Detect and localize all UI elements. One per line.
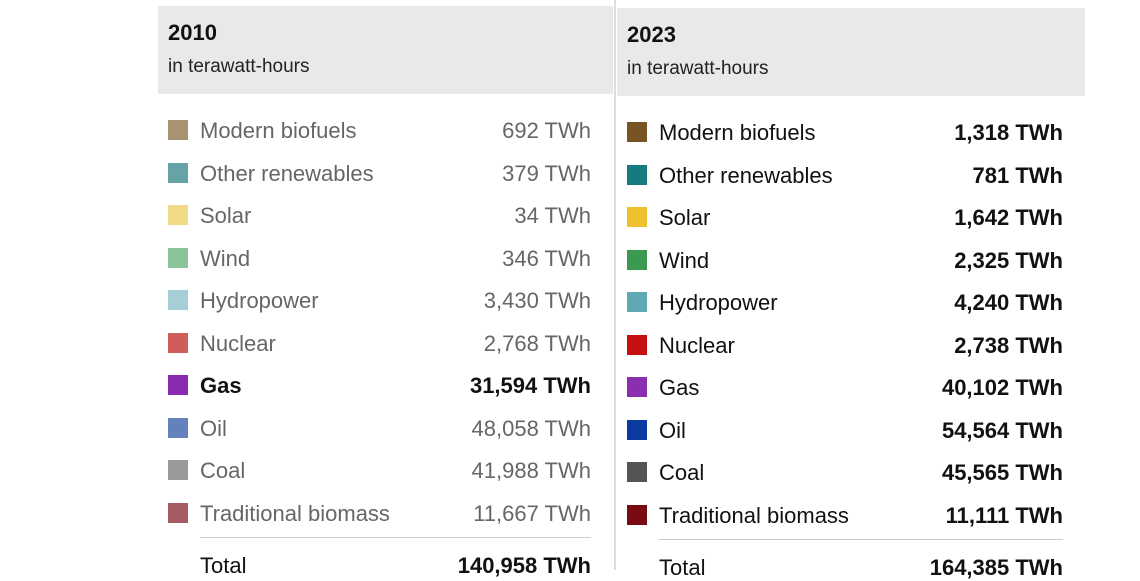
- row-value: 11,667 TWh: [473, 500, 591, 526]
- row-label: Hydropower: [659, 290, 778, 315]
- legend-swatch: [168, 162, 188, 183]
- legend-swatch: [627, 292, 647, 312]
- row-label: Coal: [659, 460, 705, 485]
- total-separator: [659, 539, 1063, 540]
- row-label: Oil: [659, 417, 686, 443]
- row-value: 40,102 TWh: [941, 375, 1063, 400]
- legend-swatch: [627, 419, 647, 440]
- legend-swatch: [168, 375, 188, 395]
- legend-swatch: [168, 290, 188, 310]
- legend-swatch: [627, 249, 647, 270]
- row-value: 41,988 TWh: [471, 458, 591, 483]
- row-label: Coal: [200, 458, 246, 483]
- row-label: Nuclear: [200, 330, 276, 356]
- legend-swatch: [627, 377, 647, 397]
- legend-swatch: [168, 120, 188, 140]
- total-separator: [200, 537, 591, 538]
- row-value: 31,594 TWh: [469, 373, 591, 398]
- row-value: 2,325 TWh: [954, 247, 1063, 273]
- row-label: Wind: [200, 245, 251, 271]
- row-value: 2,738 TWh: [954, 332, 1063, 358]
- row-label: Oil: [200, 415, 227, 441]
- total-label: Total: [200, 553, 247, 578]
- row-label: Nuclear: [659, 332, 735, 358]
- row-value: 54,564 TWh: [941, 417, 1063, 443]
- row-value: 379 TWh: [502, 160, 591, 186]
- legend-swatch: [627, 122, 647, 142]
- legend-swatch: [168, 417, 188, 438]
- legend-swatch: [627, 207, 647, 227]
- legend-swatch: [168, 247, 188, 268]
- total-value: 140,958 TWh: [457, 553, 591, 578]
- panel-header: 2010 in terawatt-hours: [158, 6, 613, 94]
- legend-swatch: [627, 462, 647, 482]
- row-value: 45,565 TWh: [941, 460, 1063, 485]
- panel-header: 2023 in terawatt-hours: [617, 8, 1085, 96]
- row-label: Wind: [659, 247, 710, 273]
- row-label: Traditional biomass: [200, 500, 390, 526]
- tooltip-panel: 2010 in terawatt-hours Modern biofuels 692 …: [158, 0, 613, 578]
- legend-swatch: [168, 332, 188, 353]
- row-label: Gas: [659, 375, 700, 400]
- panel-subtitle: in terawatt-hours: [168, 56, 310, 77]
- legend-swatch: [168, 502, 188, 523]
- tooltip-panel: 2023 in terawatt-hours Modern biofuels 1,31…: [617, 0, 1085, 580]
- legend-swatch: [168, 205, 188, 225]
- row-label: Other renewables: [200, 160, 374, 186]
- divider: [614, 0, 616, 570]
- row-value: 781 TWh: [972, 162, 1063, 188]
- legend-swatch: [627, 504, 647, 525]
- total-label: Total: [659, 555, 706, 580]
- row-value: 1,642 TWh: [954, 205, 1063, 230]
- row-value: 346 TWh: [502, 245, 591, 271]
- row-label: Other renewables: [659, 162, 833, 188]
- legend-swatch: [627, 334, 647, 355]
- row-value: 48,058 TWh: [471, 415, 591, 441]
- row-value: 1,318 TWh: [954, 120, 1063, 145]
- panel-subtitle: in terawatt-hours: [627, 58, 769, 79]
- row-value: 4,240 TWh: [954, 290, 1063, 315]
- legend-swatch: [168, 460, 188, 480]
- row-label: Traditional biomass: [659, 502, 849, 528]
- panel-title: 2010: [168, 20, 217, 45]
- row-label: Solar: [659, 205, 711, 230]
- row-value: 34 TWh: [514, 203, 591, 228]
- row-label: Modern biofuels: [200, 118, 357, 143]
- row-label: Hydropower: [200, 288, 319, 313]
- row-label: Modern biofuels: [659, 120, 816, 145]
- panel-title: 2023: [627, 22, 676, 47]
- row-value: 2,768 TWh: [483, 330, 591, 356]
- total-value: 164,385 TWh: [929, 555, 1063, 580]
- legend-swatch: [627, 164, 647, 185]
- row-value: 11,111 TWh: [945, 502, 1063, 528]
- row-value: 3,430 TWh: [483, 288, 591, 313]
- row-label: Solar: [200, 203, 252, 228]
- row-value: 692 TWh: [502, 118, 591, 143]
- row-label: Gas: [200, 373, 242, 398]
